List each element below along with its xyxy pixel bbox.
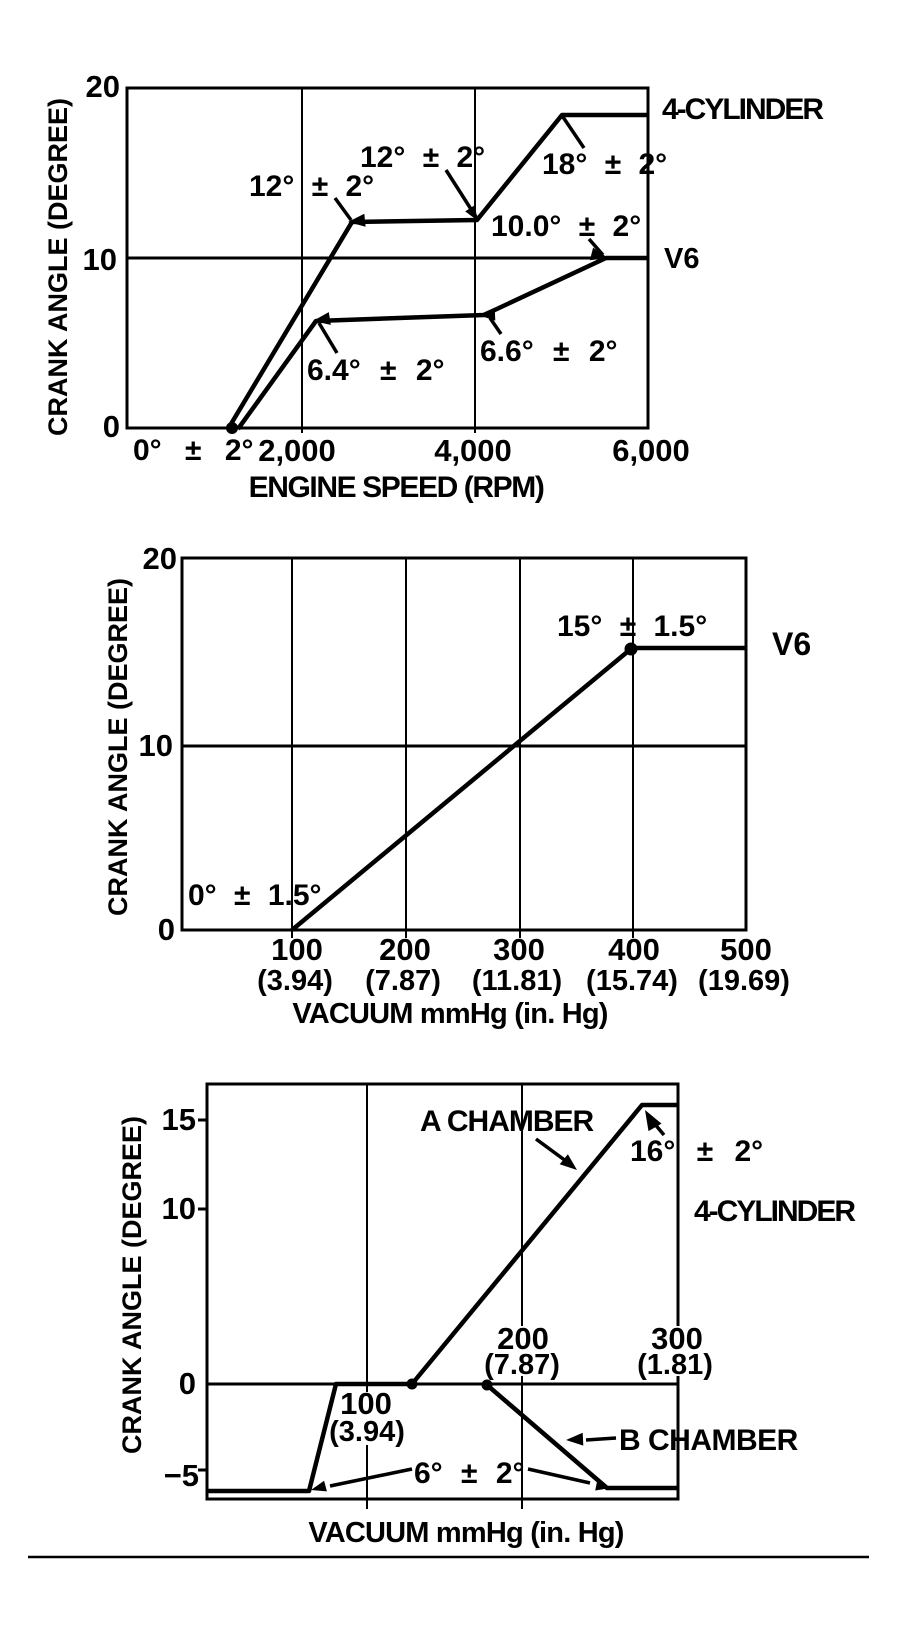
svg-text:20: 20	[86, 69, 120, 104]
svg-text:10: 10	[139, 728, 173, 763]
svg-text:6.4° ± 2°: 6.4° ± 2°	[307, 354, 445, 387]
svg-text:15: 15	[162, 1102, 196, 1137]
svg-text:100: 100	[340, 1386, 392, 1421]
svg-text:CRANK ANGLE (DEGREE): CRANK ANGLE (DEGREE)	[103, 578, 133, 916]
svg-text:6,000: 6,000	[612, 433, 690, 468]
svg-text:(15.74): (15.74)	[586, 965, 678, 997]
svg-text:100: 100	[271, 932, 323, 967]
svg-text:CRANK ANGLE (DEGREE): CRANK ANGLE (DEGREE)	[117, 1116, 147, 1454]
svg-text:6° ± 2°: 6° ± 2°	[414, 1457, 525, 1490]
svg-text:300: 300	[493, 932, 545, 967]
svg-text:(3.94): (3.94)	[329, 1416, 405, 1448]
svg-text:B CHAMBER: B CHAMBER	[619, 1424, 799, 1457]
svg-text:200: 200	[379, 932, 431, 967]
svg-text:4,000: 4,000	[434, 433, 512, 468]
svg-text:16° ± 2°: 16° ± 2°	[630, 1135, 763, 1168]
svg-text:(1.81): (1.81)	[637, 1349, 713, 1381]
svg-text:10: 10	[83, 242, 117, 277]
svg-text:0° ± 1.5°: 0° ± 1.5°	[188, 879, 322, 912]
svg-text:(19.69): (19.69)	[698, 965, 790, 997]
svg-text:200: 200	[497, 1321, 549, 1356]
svg-text:10: 10	[162, 1191, 196, 1226]
svg-text:0: 0	[158, 912, 175, 947]
svg-text:V6: V6	[772, 626, 811, 662]
svg-text:300: 300	[651, 1321, 703, 1356]
svg-text:0: 0	[103, 409, 120, 444]
svg-text:4-CYLINDER: 4-CYLINDER	[694, 1195, 856, 1228]
svg-text:20: 20	[143, 541, 177, 576]
svg-text:0° ± 2°: 0° ± 2°	[133, 434, 254, 467]
svg-text:(11.81): (11.81)	[472, 965, 562, 997]
svg-text:(7.87): (7.87)	[365, 965, 441, 997]
svg-text:ENGINE SPEED (RPM): ENGINE SPEED (RPM)	[249, 471, 544, 504]
svg-text:VACUUM mmHg (in. Hg): VACUUM mmHg (in. Hg)	[292, 998, 607, 1030]
svg-text:12° ± 2°: 12° ± 2°	[360, 141, 485, 174]
svg-text:6.6° ± 2°: 6.6° ± 2°	[480, 335, 618, 368]
svg-text:0: 0	[179, 1366, 196, 1401]
svg-text:15° ± 1.5°: 15° ± 1.5°	[557, 610, 707, 643]
svg-text:(3.94): (3.94)	[257, 965, 333, 997]
svg-text:500: 500	[720, 932, 772, 967]
svg-text:CRANK ANGLE (DEGREE): CRANK ANGLE (DEGREE)	[43, 98, 73, 436]
svg-text:VACUUM mmHg (in. Hg): VACUUM mmHg (in. Hg)	[308, 1517, 623, 1549]
svg-text:10.0° ± 2°: 10.0° ± 2°	[491, 210, 641, 243]
svg-text:(7.87): (7.87)	[484, 1349, 560, 1381]
svg-text:18° ± 2°: 18° ± 2°	[542, 148, 667, 181]
svg-text:12° ± 2°: 12° ± 2°	[249, 170, 374, 203]
svg-text:2,000: 2,000	[258, 433, 336, 468]
svg-text:V6: V6	[664, 243, 699, 275]
svg-text:A CHAMBER: A CHAMBER	[420, 1105, 595, 1138]
svg-text:−5: −5	[164, 1458, 199, 1493]
svg-text:400: 400	[608, 932, 660, 967]
svg-text:4-CYLINDER: 4-CYLINDER	[662, 93, 824, 126]
